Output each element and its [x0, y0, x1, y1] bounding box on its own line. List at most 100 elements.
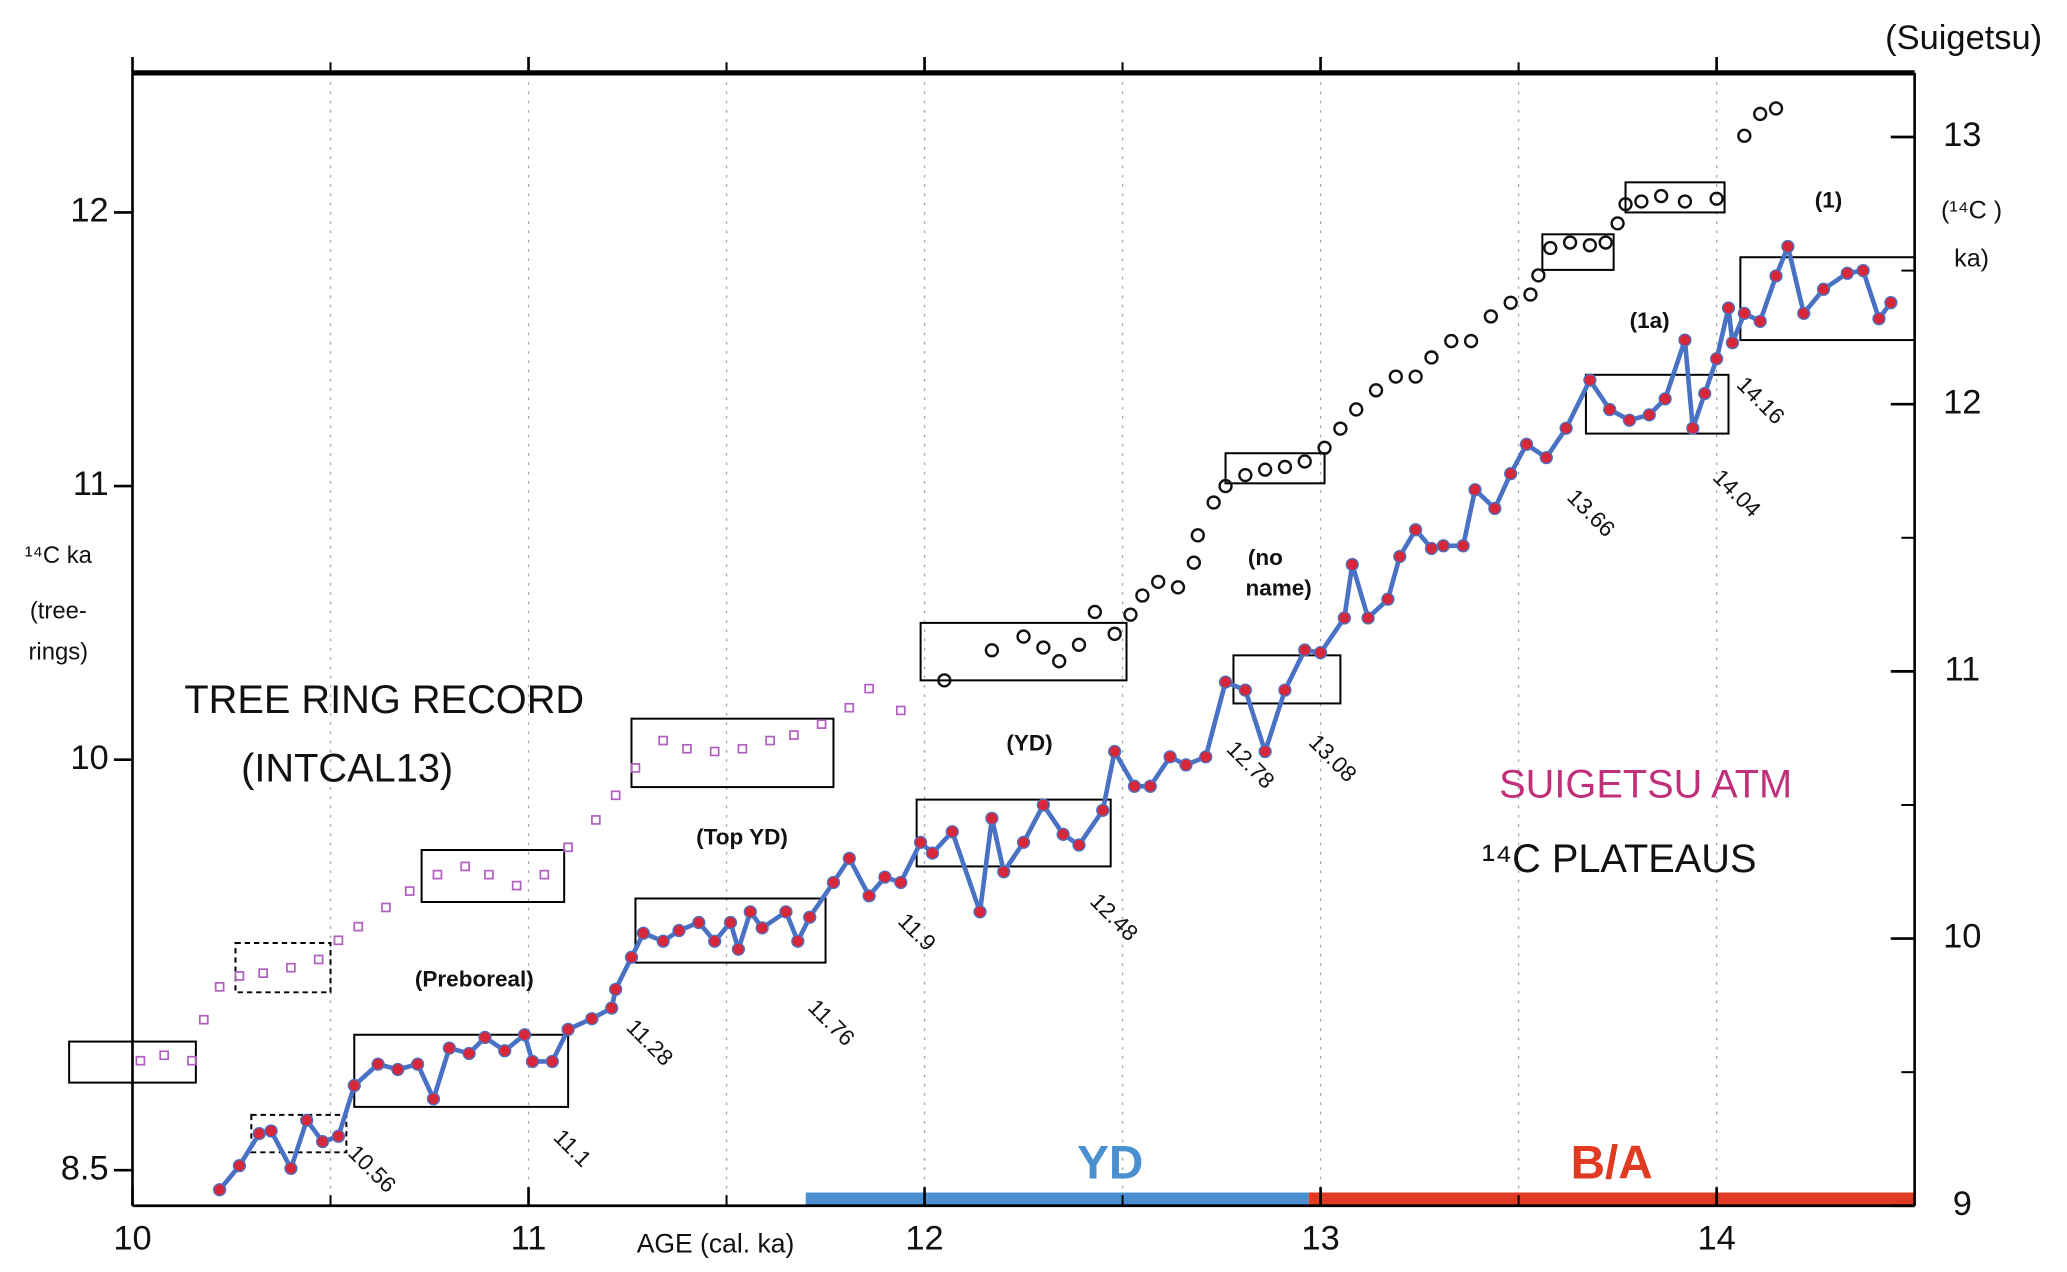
- data-point: [731, 942, 746, 956]
- data-point: [1317, 440, 1332, 455]
- data-point: [1127, 779, 1142, 793]
- data-point: [1468, 483, 1482, 497]
- data-point: [755, 921, 769, 935]
- data-point: [1884, 296, 1898, 310]
- data-point: [973, 905, 987, 919]
- data-point: [484, 869, 494, 880]
- data-point: [333, 935, 344, 946]
- plateau-box: [634, 897, 827, 964]
- data-point: [442, 1041, 456, 1055]
- y-tick-label: 11: [73, 465, 109, 503]
- period-bar: [1308, 1192, 1915, 1206]
- data-point: [1409, 523, 1423, 537]
- data-point: [404, 886, 415, 896]
- data-point: [284, 1161, 298, 1175]
- data-point: [1444, 333, 1459, 349]
- plateau-box: [1541, 233, 1615, 271]
- data-point: [1199, 750, 1213, 764]
- data-point: [1678, 333, 1692, 347]
- data-point: [187, 1055, 197, 1066]
- annotation: (INTCAL13): [241, 747, 453, 791]
- data-point: [232, 1159, 247, 1173]
- data-point: [1257, 462, 1273, 477]
- annotation: SUIGETSU ATM: [1499, 763, 1792, 807]
- data-point: [1721, 301, 1736, 315]
- data-point: [1123, 607, 1138, 622]
- data-point: [1582, 238, 1598, 253]
- data-point: [1523, 287, 1538, 302]
- data-point: [1179, 758, 1193, 772]
- data-point: [331, 1129, 346, 1143]
- data-point: [1840, 266, 1854, 280]
- data-point: [1797, 306, 1811, 320]
- data-point: [1108, 744, 1122, 759]
- data-point: [682, 743, 692, 754]
- data-point: [1016, 835, 1031, 849]
- y2-axis-label: ka): [1954, 244, 1989, 272]
- plateau-box: [420, 849, 566, 904]
- data-point: [1622, 413, 1637, 427]
- data-point: [1096, 803, 1110, 817]
- data-point: [656, 934, 670, 948]
- data-point: [1503, 295, 1518, 310]
- data-point: [353, 921, 364, 932]
- data-point: [1298, 643, 1312, 657]
- data-point: [1238, 467, 1253, 483]
- data-point: [585, 1012, 599, 1026]
- data-point: [609, 982, 623, 996]
- plateau-name: (YD): [1006, 731, 1052, 756]
- y-axis-label: ¹⁴C ka: [25, 542, 93, 569]
- y2-tick-label: 13: [1943, 116, 1981, 154]
- data-point: [791, 934, 805, 948]
- data-point: [1531, 268, 1546, 283]
- data-point: [1543, 240, 1558, 256]
- data-point: [803, 910, 817, 924]
- data-point: [1388, 369, 1403, 384]
- data-point: [1654, 188, 1669, 204]
- period-label: YD: [1077, 1137, 1143, 1190]
- plateau-box: [630, 717, 835, 789]
- period-label: B/A: [1571, 1137, 1653, 1190]
- plateau-name: (1): [1815, 187, 1843, 212]
- data-point: [1170, 580, 1186, 595]
- data-point: [862, 889, 876, 903]
- data-point: [1634, 194, 1649, 209]
- data-point: [984, 643, 1000, 658]
- data-point: [1463, 333, 1479, 349]
- data-point: [1483, 309, 1499, 324]
- plateau-name: (Preboreal): [415, 966, 534, 991]
- data-point: [213, 1183, 227, 1197]
- y2-axis-title: (Suigetsu): [1885, 19, 2042, 57]
- data-point: [658, 735, 669, 746]
- data-point: [1610, 216, 1625, 231]
- data-point: [1186, 555, 1202, 570]
- plateau-name: name): [1245, 576, 1311, 601]
- period-bar: [805, 1192, 1309, 1206]
- data-point: [743, 905, 757, 919]
- data-point: [1163, 750, 1177, 764]
- data-point: [1709, 352, 1724, 366]
- x-tick-label: 10: [113, 1219, 151, 1257]
- data-point: [779, 905, 793, 919]
- data-point: [1816, 282, 1831, 296]
- plateau-name: (Top YD): [696, 825, 788, 850]
- data-point: [286, 962, 296, 973]
- data-point: [234, 971, 245, 981]
- y2-tick-label: 9: [1953, 1185, 1972, 1223]
- data-point: [1258, 744, 1272, 759]
- data-point: [945, 825, 959, 839]
- data-point: [913, 835, 928, 849]
- data-point: [591, 815, 601, 825]
- data-point: [1618, 197, 1633, 212]
- y-axis-label: (tree-: [30, 597, 87, 624]
- y-tick-label: 10: [70, 739, 108, 777]
- data-point: [1052, 654, 1067, 669]
- x-tick-label: 12: [905, 1219, 943, 1257]
- data-point: [723, 915, 738, 930]
- plateau-name: (no: [1248, 545, 1283, 570]
- data-point: [1313, 646, 1328, 660]
- data-point: [610, 790, 621, 801]
- data-point: [1737, 128, 1752, 143]
- y2-tick-label: 11: [1944, 650, 1980, 688]
